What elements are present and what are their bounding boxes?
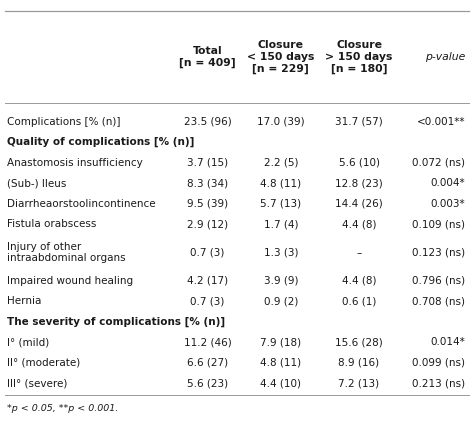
Text: Closure
< 150 days
[n = 229]: Closure < 150 days [n = 229]	[247, 40, 315, 74]
Text: 0.072 (ns): 0.072 (ns)	[412, 158, 465, 168]
Text: 0.796 (ns): 0.796 (ns)	[412, 276, 465, 286]
Text: 0.014*: 0.014*	[431, 337, 465, 347]
Text: Diarrheaorstoolincontinence: Diarrheaorstoolincontinence	[7, 199, 156, 209]
Text: Total
[n = 409]: Total [n = 409]	[179, 46, 236, 68]
Text: 4.4 (10): 4.4 (10)	[260, 378, 301, 389]
Text: 4.4 (8): 4.4 (8)	[342, 276, 376, 286]
Text: 0.708 (ns): 0.708 (ns)	[412, 296, 465, 306]
Text: 8.3 (34): 8.3 (34)	[187, 179, 228, 188]
Text: Hernia: Hernia	[7, 296, 42, 306]
Text: 2.9 (12): 2.9 (12)	[187, 219, 228, 229]
Text: 4.2 (17): 4.2 (17)	[187, 276, 228, 286]
Text: 12.8 (23): 12.8 (23)	[335, 179, 383, 188]
Text: 2.2 (5): 2.2 (5)	[264, 158, 298, 168]
Text: 0.7 (3): 0.7 (3)	[190, 296, 225, 306]
Text: II° (moderate): II° (moderate)	[7, 358, 81, 368]
Text: 0.003*: 0.003*	[431, 199, 465, 209]
Text: –: –	[356, 248, 362, 258]
Text: The severity of complications [% (n)]: The severity of complications [% (n)]	[7, 317, 225, 327]
Text: 14.4 (26): 14.4 (26)	[335, 199, 383, 209]
Text: 5.7 (13): 5.7 (13)	[260, 199, 301, 209]
Text: 3.9 (9): 3.9 (9)	[264, 276, 298, 286]
Text: *p < 0.05, **p < 0.001.: *p < 0.05, **p < 0.001.	[7, 405, 118, 413]
Text: 0.7 (3): 0.7 (3)	[190, 248, 225, 258]
Text: <0.001**: <0.001**	[417, 117, 465, 127]
Text: 23.5 (96): 23.5 (96)	[183, 117, 231, 127]
Text: p-value: p-value	[425, 52, 465, 62]
Text: Injury of other
intraabdominal organs: Injury of other intraabdominal organs	[7, 242, 126, 264]
Text: 6.6 (27): 6.6 (27)	[187, 358, 228, 368]
Text: III° (severe): III° (severe)	[7, 378, 67, 389]
Text: 7.9 (18): 7.9 (18)	[260, 337, 301, 347]
Text: 0.109 (ns): 0.109 (ns)	[412, 219, 465, 229]
Text: 0.123 (ns): 0.123 (ns)	[412, 248, 465, 258]
Text: 8.9 (16): 8.9 (16)	[338, 358, 380, 368]
Text: 0.9 (2): 0.9 (2)	[264, 296, 298, 306]
Text: 0.099 (ns): 0.099 (ns)	[412, 358, 465, 368]
Text: 9.5 (39): 9.5 (39)	[187, 199, 228, 209]
Text: Impaired wound healing: Impaired wound healing	[7, 276, 133, 286]
Text: 15.6 (28): 15.6 (28)	[335, 337, 383, 347]
Text: Quality of complications [% (n)]: Quality of complications [% (n)]	[7, 137, 194, 147]
Text: 7.2 (13): 7.2 (13)	[338, 378, 380, 389]
Text: 4.4 (8): 4.4 (8)	[342, 219, 376, 229]
Text: 4.8 (11): 4.8 (11)	[260, 358, 301, 368]
Text: 0.6 (1): 0.6 (1)	[342, 296, 376, 306]
Text: 31.7 (57): 31.7 (57)	[335, 117, 383, 127]
Text: 1.3 (3): 1.3 (3)	[264, 248, 298, 258]
Text: 4.8 (11): 4.8 (11)	[260, 179, 301, 188]
Text: 5.6 (23): 5.6 (23)	[187, 378, 228, 389]
Text: I° (mild): I° (mild)	[7, 337, 49, 347]
Text: (Sub-) Ileus: (Sub-) Ileus	[7, 179, 66, 188]
Text: Fistula orabscess: Fistula orabscess	[7, 219, 97, 229]
Text: 11.2 (46): 11.2 (46)	[183, 337, 231, 347]
Text: 17.0 (39): 17.0 (39)	[257, 117, 305, 127]
Text: 3.7 (15): 3.7 (15)	[187, 158, 228, 168]
Text: Anastomosis insufficiency: Anastomosis insufficiency	[7, 158, 143, 168]
Text: Complications [% (n)]: Complications [% (n)]	[7, 117, 120, 127]
Text: Closure
> 150 days
[n = 180]: Closure > 150 days [n = 180]	[325, 40, 393, 74]
Text: 5.6 (10): 5.6 (10)	[338, 158, 380, 168]
Text: 1.7 (4): 1.7 (4)	[264, 219, 298, 229]
Text: 0.213 (ns): 0.213 (ns)	[412, 378, 465, 389]
Text: 0.004*: 0.004*	[431, 179, 465, 188]
